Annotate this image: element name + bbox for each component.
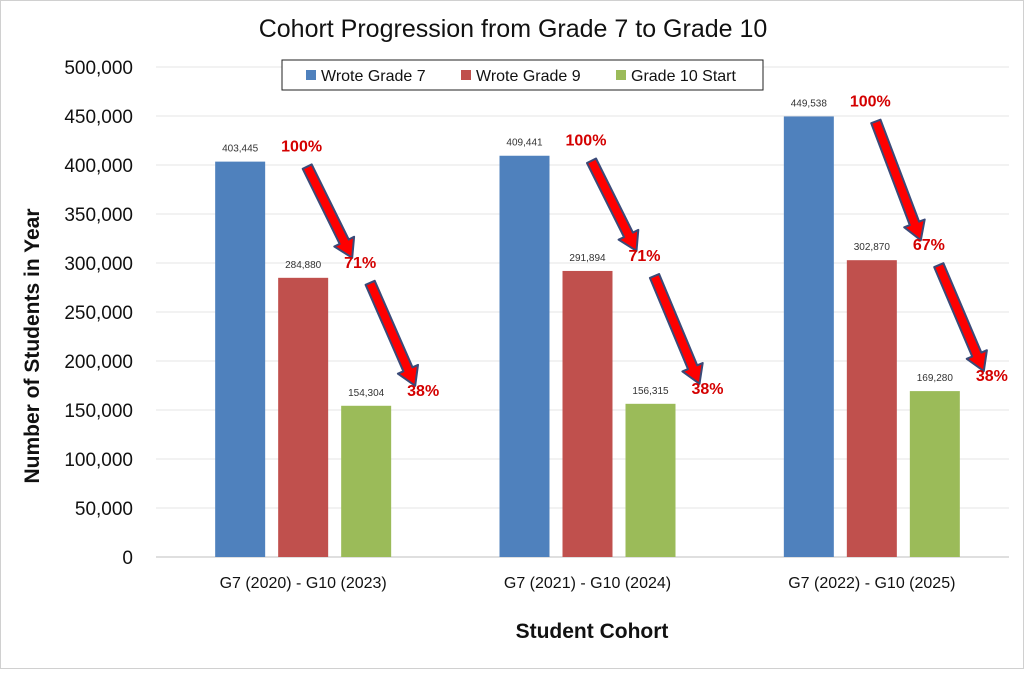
- data-label: 409,441: [506, 138, 543, 149]
- y-tick-label: 300,000: [64, 254, 133, 275]
- y-tick-label: 450,000: [64, 107, 133, 128]
- legend-label: Wrote Grade 9: [476, 68, 581, 85]
- data-label: 284,880: [285, 260, 322, 271]
- percent-label: 100%: [281, 139, 322, 156]
- data-labels: 403,445 284,880 154,304 409,441 291,894 156,3…: [222, 93, 1008, 399]
- percent-label: 38%: [407, 383, 439, 400]
- x-axis-ticks: G7 (2020) - G10 (2023) G7 (2021) - G10 (2…: [220, 575, 956, 592]
- bar: [783, 116, 834, 557]
- data-label: 403,445: [222, 144, 259, 155]
- y-tick-label: 400,000: [64, 156, 133, 177]
- drop-arrow: [364, 279, 419, 387]
- drop-arrows: [301, 118, 988, 387]
- legend-swatch: [616, 70, 626, 80]
- x-axis-label: Student Cohort: [516, 620, 669, 643]
- legend: Wrote Grade 7 Wrote Grade 9 Grade 10 Start: [281, 59, 764, 91]
- bars: [215, 116, 960, 558]
- data-label: 291,894: [569, 253, 606, 264]
- data-label: 449,538: [791, 98, 828, 109]
- y-axis-label: Number of Students in Year: [21, 209, 44, 484]
- bar: [278, 277, 329, 557]
- bar: [846, 260, 897, 557]
- bar: [909, 391, 960, 557]
- percent-label: 100%: [566, 133, 607, 150]
- percent-label: 67%: [913, 237, 945, 254]
- y-tick-label: 0: [122, 548, 133, 569]
- data-label: 156,315: [632, 386, 669, 397]
- percent-label: 71%: [629, 248, 661, 265]
- legend-box: [281, 59, 764, 91]
- percent-label: 38%: [976, 368, 1008, 385]
- bar: [499, 155, 550, 558]
- x-tick-label: G7 (2022) - G10 (2025): [788, 575, 955, 592]
- drop-arrow: [870, 118, 926, 242]
- x-tick-label: G7 (2020) - G10 (2023): [220, 575, 387, 592]
- bar: [341, 405, 392, 557]
- y-tick-label: 100,000: [64, 450, 133, 471]
- percent-label: 100%: [850, 93, 891, 110]
- y-tick-label: 200,000: [64, 352, 133, 373]
- drop-arrow: [586, 157, 640, 252]
- drop-arrow: [933, 262, 988, 373]
- y-tick-label: 250,000: [64, 303, 133, 324]
- drop-arrow: [301, 163, 356, 259]
- y-tick-label: 150,000: [64, 401, 133, 422]
- y-tick-label: 350,000: [64, 205, 133, 226]
- bar: [215, 161, 266, 557]
- bar: [625, 403, 676, 557]
- percent-label: 71%: [344, 255, 376, 272]
- y-tick-label: 50,000: [75, 499, 133, 520]
- x-tick-label: G7 (2021) - G10 (2024): [504, 575, 671, 592]
- legend-swatch: [461, 70, 471, 80]
- drop-arrow: [648, 273, 704, 385]
- bar: [562, 270, 613, 557]
- legend-label: Grade 10 Start: [631, 68, 737, 85]
- data-label: 154,304: [348, 388, 385, 399]
- y-axis-ticks: 0 50,000 100,000 150,000 200,000 250,000 300,0…: [64, 58, 133, 569]
- legend-swatch: [306, 70, 316, 80]
- legend-label: Wrote Grade 7: [321, 68, 426, 85]
- chart-title: Cohort Progression from Grade 7 to Grade…: [259, 15, 768, 43]
- percent-label: 38%: [692, 381, 724, 398]
- y-tick-label: 500,000: [64, 58, 133, 79]
- data-label: 169,280: [917, 373, 954, 384]
- data-label: 302,870: [854, 242, 891, 253]
